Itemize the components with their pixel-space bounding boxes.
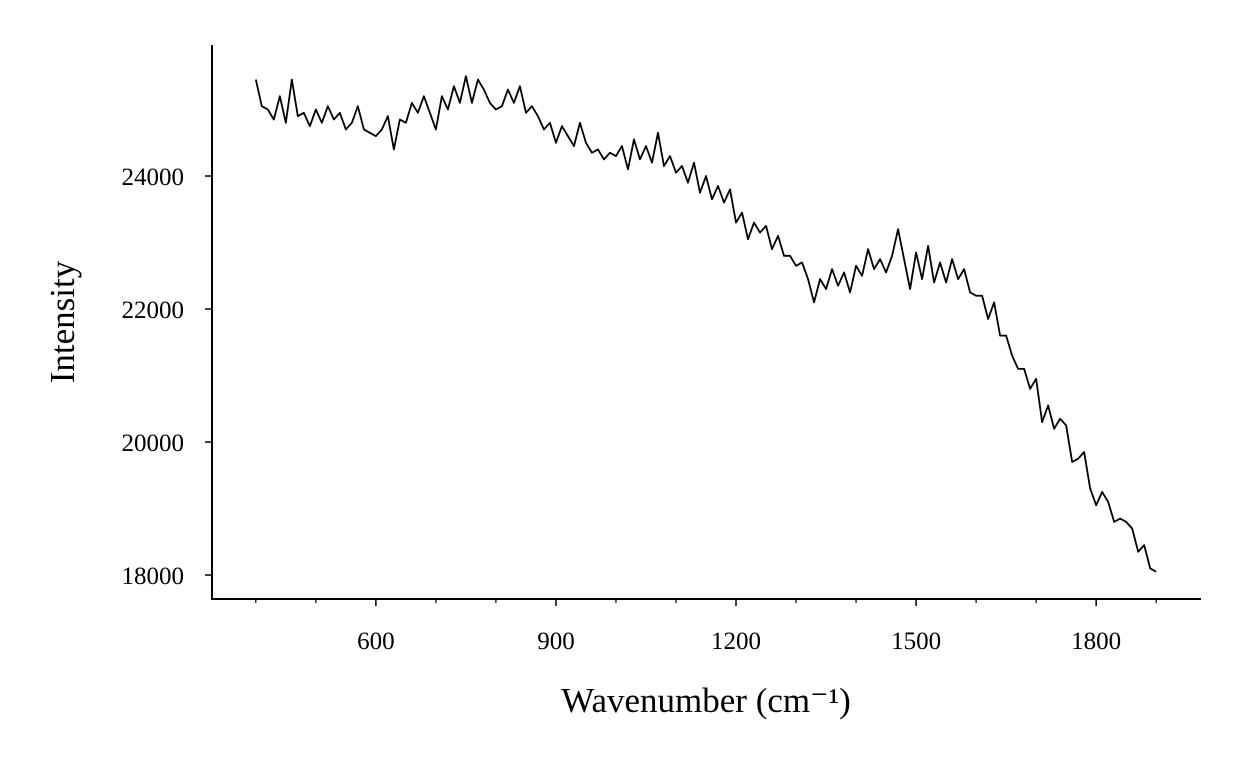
x-tick-label: 1500 (891, 628, 941, 655)
spectrum-line (254, 75, 1157, 573)
x-tick-label: 1200 (711, 628, 761, 655)
x-axis-label: Wavenumber (cm⁻¹) (561, 681, 851, 720)
x-tick-label: 900 (537, 628, 575, 655)
x-tick-label: 1800 (1071, 628, 1121, 655)
y-tick-label: 22000 (122, 297, 185, 324)
y-tick-label: 18000 (122, 563, 185, 590)
y-axis-label: Intensity (43, 260, 82, 383)
y-tick-label: 20000 (122, 430, 185, 457)
x-tick-label: 600 (357, 628, 395, 655)
y-tick-label: 24000 (122, 164, 185, 191)
